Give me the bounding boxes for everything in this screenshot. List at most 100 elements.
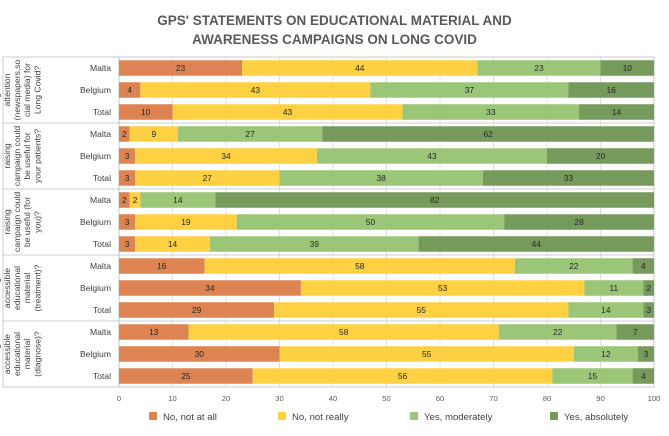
- data-label: 58: [355, 261, 365, 271]
- bar-segment: [119, 148, 136, 164]
- row-label: Total: [93, 239, 111, 249]
- data-label: 14: [601, 305, 611, 315]
- group-label-line: raising: [2, 209, 12, 235]
- x-tick-label: 50: [382, 394, 390, 403]
- bar-segment: [573, 346, 638, 362]
- legend-swatch: [410, 412, 418, 420]
- bar-segment: [129, 126, 178, 142]
- bar-segment: [177, 126, 323, 142]
- bar-segment: [316, 148, 547, 164]
- data-label: 12: [601, 349, 611, 359]
- bar-segment: [135, 170, 280, 186]
- group-label-line: your patients?: [32, 129, 42, 183]
- data-label: 19: [181, 217, 191, 227]
- bar-segment: [584, 280, 644, 296]
- data-label: 14: [168, 239, 178, 249]
- group-label-line: (diagnose)?: [32, 331, 42, 377]
- x-tick-label: 100: [648, 394, 661, 403]
- group-label-line: Long Covid?: [32, 66, 42, 114]
- data-label: 39: [310, 239, 320, 249]
- data-label: 56: [398, 371, 408, 381]
- data-label: 3: [125, 151, 130, 161]
- bar-segment: [600, 60, 654, 76]
- x-axis: 0 10 20 30 40 50 60 70 80 90 100: [117, 394, 660, 403]
- group-label: Awareness-raisingcampaign couldbe useful…: [0, 126, 42, 186]
- bar-segment: [135, 214, 237, 230]
- group-label-line: be useful for: [22, 132, 32, 179]
- data-label: 3: [125, 173, 130, 183]
- data-label: 9: [151, 129, 156, 139]
- data-label: 55: [422, 349, 432, 359]
- group-label-line: be useful (for: [22, 197, 32, 247]
- group-label-line: Awareness-: [0, 133, 2, 178]
- row-label: Total: [93, 173, 111, 183]
- legend-swatch: [550, 412, 558, 420]
- bar-segment: [632, 368, 654, 384]
- data-label: 44: [532, 239, 542, 249]
- group-label: Enough mediaattention(newspapers,social …: [0, 59, 42, 120]
- data-label: 14: [173, 195, 183, 205]
- row-label: Total: [93, 371, 111, 381]
- data-label: 16: [607, 85, 617, 95]
- bar-segment: [643, 280, 654, 296]
- bar-segment: [477, 60, 601, 76]
- bar-segment: [215, 192, 655, 208]
- data-label: 37: [465, 85, 475, 95]
- group-label: Enoughaccessibleeducationalmaterial(trea…: [0, 264, 42, 311]
- row-label: Total: [93, 107, 111, 117]
- data-label: 14: [612, 107, 622, 117]
- bar-segments: [119, 60, 655, 384]
- data-label: 2: [646, 283, 651, 293]
- bar-segment: [279, 346, 574, 362]
- bar-segment: [119, 368, 253, 384]
- bar-segment: [252, 368, 553, 384]
- x-tick-label: 90: [596, 394, 604, 403]
- bar-segment: [274, 302, 569, 318]
- data-label: 16: [157, 261, 167, 271]
- group-label-line: you)?: [32, 211, 42, 233]
- data-label: 29: [192, 305, 202, 315]
- bar-segment: [119, 214, 136, 230]
- row-label: Malta: [90, 195, 111, 205]
- group-label-line: Awareness-: [0, 199, 2, 244]
- bar-segment: [172, 104, 403, 120]
- x-tick-label: 80: [543, 394, 551, 403]
- x-tick-label: 20: [222, 394, 230, 403]
- bar-segment: [482, 170, 654, 186]
- bar-segment: [322, 126, 654, 142]
- data-label: 25: [181, 371, 191, 381]
- bar-segment: [643, 302, 654, 318]
- data-label: 44: [355, 63, 365, 73]
- data-label: 4: [641, 371, 646, 381]
- bar-segment: [119, 258, 205, 274]
- data-label: 33: [564, 173, 574, 183]
- row-label: Total: [93, 305, 111, 315]
- bar-segment: [370, 82, 569, 98]
- bar-segment: [568, 82, 654, 98]
- data-label: 22: [569, 261, 579, 271]
- group-label-line: Enough media: [0, 62, 2, 118]
- bar-segment: [129, 192, 141, 208]
- data-label: 22: [553, 327, 563, 337]
- bar-segment: [204, 258, 515, 274]
- bar-segment: [242, 60, 478, 76]
- data-label: 23: [176, 63, 186, 73]
- group-label-line: Enough: [0, 339, 2, 369]
- bar-segment: [119, 82, 141, 98]
- data-label: 43: [251, 85, 261, 95]
- x-tick-label: 30: [275, 394, 283, 403]
- row-label: Belgium: [80, 217, 111, 227]
- bar-segment: [637, 346, 654, 362]
- data-label: 62: [483, 129, 493, 139]
- x-tick-label: 10: [168, 394, 176, 403]
- data-label: 3: [125, 217, 130, 227]
- bar-segment: [632, 258, 654, 274]
- row-label: Belgium: [80, 349, 111, 359]
- chart-title-line-1: GPS' STATEMENTS ON EDUCATIONAL MATERIAL …: [157, 13, 512, 28]
- data-label: 82: [430, 195, 440, 205]
- row-label: Malta: [90, 261, 111, 271]
- group-label-line: attention: [2, 73, 12, 106]
- bar-segment: [140, 82, 371, 98]
- data-label: 11: [610, 283, 619, 293]
